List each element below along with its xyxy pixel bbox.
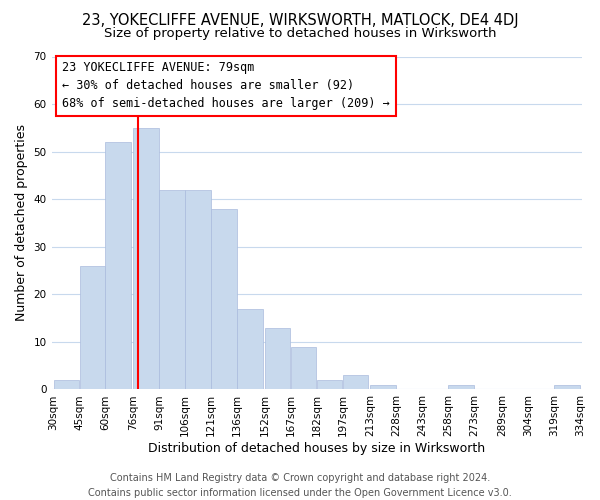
Bar — [317, 380, 342, 390]
Bar — [133, 128, 158, 390]
Text: 23 YOKECLIFFE AVENUE: 79sqm
← 30% of detached houses are smaller (92)
68% of sem: 23 YOKECLIFFE AVENUE: 79sqm ← 30% of det… — [62, 62, 390, 110]
Bar — [448, 384, 474, 390]
Text: Size of property relative to detached houses in Wirksworth: Size of property relative to detached ho… — [104, 28, 496, 40]
Text: 23, YOKECLIFFE AVENUE, WIRKSWORTH, MATLOCK, DE4 4DJ: 23, YOKECLIFFE AVENUE, WIRKSWORTH, MATLO… — [82, 12, 518, 28]
X-axis label: Distribution of detached houses by size in Wirksworth: Distribution of detached houses by size … — [148, 442, 485, 455]
Bar — [343, 375, 368, 390]
Y-axis label: Number of detached properties: Number of detached properties — [15, 124, 28, 322]
Text: Contains HM Land Registry data © Crown copyright and database right 2024.
Contai: Contains HM Land Registry data © Crown c… — [88, 472, 512, 498]
Bar — [185, 190, 211, 390]
Bar — [291, 346, 316, 390]
Bar — [265, 328, 290, 390]
Bar — [53, 380, 79, 390]
Bar — [370, 384, 396, 390]
Bar — [211, 208, 236, 390]
Bar — [237, 308, 263, 390]
Bar — [554, 384, 580, 390]
Bar — [106, 142, 131, 390]
Bar — [80, 266, 105, 390]
Bar — [159, 190, 185, 390]
